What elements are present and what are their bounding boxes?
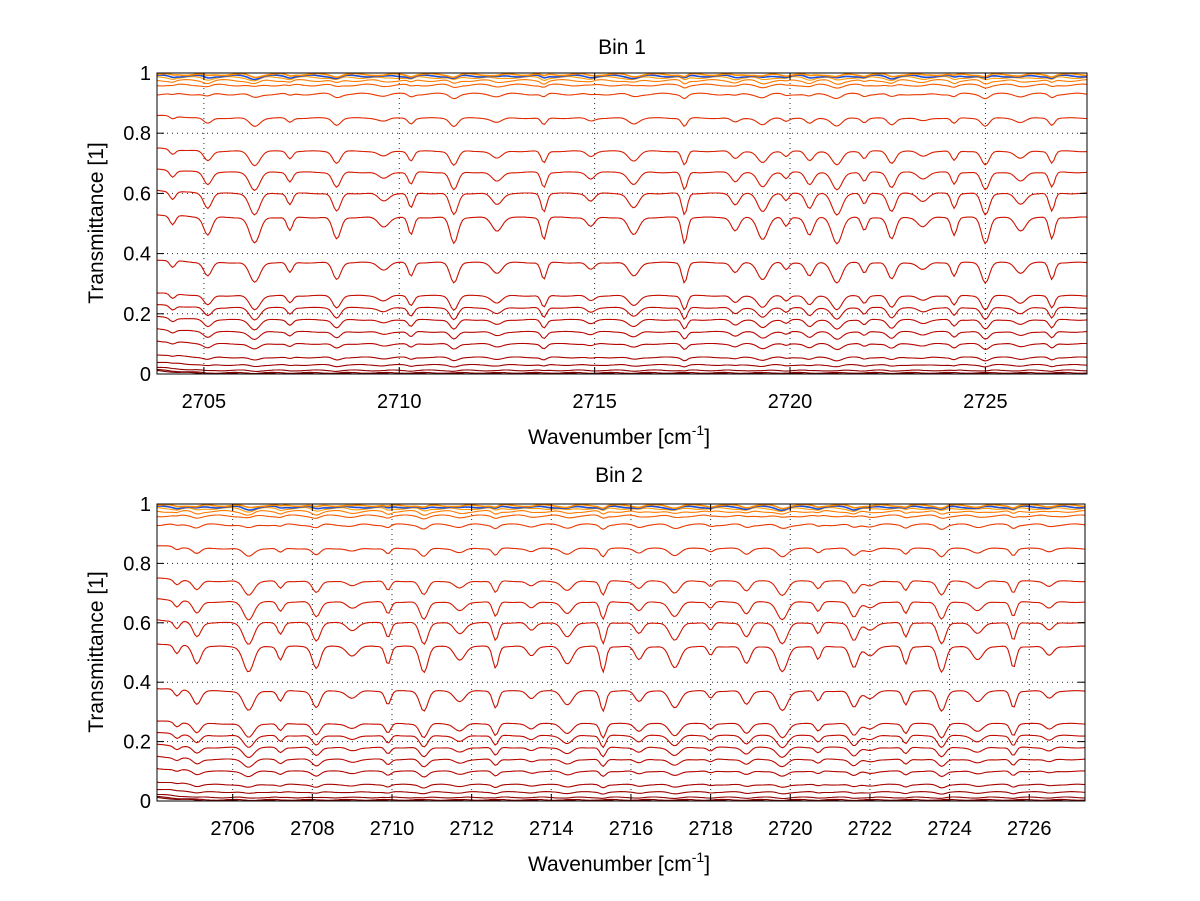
y-tick-label: 0.2 — [123, 732, 151, 754]
series-line — [157, 366, 1087, 372]
series-line — [157, 768, 1085, 778]
series-line — [157, 76, 1087, 82]
series-line — [157, 368, 1087, 374]
x-axis-label-superscript: -1 — [692, 422, 705, 438]
series-line — [157, 74, 1087, 81]
series-line — [157, 788, 1085, 795]
series-line — [157, 732, 1085, 749]
chart-title: Bin 2 — [595, 464, 643, 487]
x-tick-label: 2725 — [963, 391, 1008, 413]
axes-box — [156, 72, 1088, 375]
y-axis-label: Transmittance [1] — [85, 571, 108, 732]
y-tick-label: 1 — [140, 494, 151, 516]
y-tick-label: 1 — [140, 63, 151, 85]
series-line — [157, 720, 1085, 740]
chart-title: Bin 1 — [598, 36, 646, 59]
series-line — [157, 189, 1087, 216]
x-axis-label-main: Wavenumber [cm — [528, 426, 692, 449]
series-line — [157, 781, 1085, 789]
y-tick-label: 0.8 — [123, 123, 151, 145]
y-tick-label: 0.6 — [123, 183, 151, 205]
x-axis-label-bracket: ] — [704, 853, 710, 876]
series-line — [157, 114, 1087, 128]
series-line — [157, 545, 1085, 558]
series-line — [157, 259, 1087, 284]
series-line — [157, 793, 1085, 800]
axes-box — [156, 503, 1086, 802]
series-line — [157, 796, 1085, 801]
series-line — [157, 523, 1085, 530]
x-tick-label: 2720 — [768, 818, 813, 840]
series-line — [157, 507, 1085, 513]
ticks: 2705 2710 2715 2720 2725 0 0.2 0.4 0.6 0.8 1 — [123, 63, 1087, 413]
x-tick-label: 2716 — [609, 818, 654, 840]
series-line — [157, 619, 1085, 646]
x-tick-label: 2718 — [688, 818, 733, 840]
y-tick-label: 0 — [140, 364, 151, 386]
x-tick-label: 2710 — [370, 818, 415, 840]
x-tick-label: 2726 — [1007, 818, 1052, 840]
x-tick-label: 2715 — [572, 391, 617, 413]
x-tick-label: 2714 — [529, 818, 574, 840]
series-line — [157, 743, 1085, 758]
series-line — [157, 83, 1087, 89]
x-tick-label: 2722 — [848, 818, 893, 840]
series-line — [157, 147, 1087, 167]
series-line — [157, 503, 1085, 510]
x-tick-label: 2705 — [182, 391, 227, 413]
subplot-bin-2: Bin 2 Transmittance [1] Wavenumber [cm-1… — [85, 464, 1086, 876]
series-group — [157, 503, 1085, 801]
x-tick-label: 2712 — [449, 818, 494, 840]
y-tick-label: 0.2 — [123, 304, 151, 326]
series-line — [157, 643, 1085, 674]
y-tick-label: 0.8 — [123, 553, 151, 575]
series-line — [157, 755, 1085, 768]
series-line — [157, 340, 1087, 351]
x-tick-label: 2724 — [927, 818, 972, 840]
series-line — [157, 214, 1087, 245]
ticks: 2706 2708 2710 2712 2714 2716 2718 2720 2722 2724… — [123, 494, 1085, 840]
series-line — [157, 315, 1087, 331]
x-axis-label: Wavenumber [cm-1] — [528, 849, 710, 876]
series-line — [157, 168, 1087, 192]
y-tick-label: 0.4 — [123, 244, 151, 266]
series-line — [157, 577, 1085, 597]
series-line — [157, 79, 1087, 85]
y-axis-label: Transmittance [1] — [85, 142, 108, 303]
grid — [157, 73, 1087, 374]
series-line — [157, 509, 1085, 516]
series-line — [157, 361, 1087, 368]
x-axis-label-main: Wavenumber [cm — [528, 853, 692, 876]
series-line — [157, 598, 1085, 621]
series-line — [157, 514, 1085, 520]
x-axis-label-bracket: ] — [704, 426, 710, 449]
x-tick-label: 2720 — [768, 391, 813, 413]
x-tick-label: 2710 — [377, 391, 422, 413]
y-tick-label: 0.4 — [123, 672, 151, 694]
y-tick-label: 0 — [140, 791, 151, 813]
series-line — [157, 92, 1087, 100]
plot-area: 2706 2708 2710 2712 2714 2716 2718 2720 2722 2724… — [123, 494, 1086, 840]
subplot-bin-1: Bin 1 Transmittance [1] Wavenumber [cm-1… — [85, 36, 1088, 449]
series-group — [157, 72, 1087, 374]
series-line — [157, 328, 1087, 341]
x-axis-label-superscript: -1 — [692, 849, 705, 865]
plot-area: 2705 2710 2715 2720 2725 0 0.2 0.4 0.6 0.8 1 — [123, 63, 1088, 413]
x-tick-label: 2708 — [290, 818, 335, 840]
x-tick-label: 2706 — [210, 818, 255, 840]
series-line — [157, 304, 1087, 321]
x-axis-label: Wavenumber [cm-1] — [528, 422, 710, 449]
series-line — [157, 688, 1085, 713]
series-line — [157, 72, 1087, 79]
series-line — [157, 505, 1085, 512]
y-tick-label: 0.6 — [123, 613, 151, 635]
series-line — [157, 354, 1087, 362]
series-line — [157, 292, 1087, 311]
